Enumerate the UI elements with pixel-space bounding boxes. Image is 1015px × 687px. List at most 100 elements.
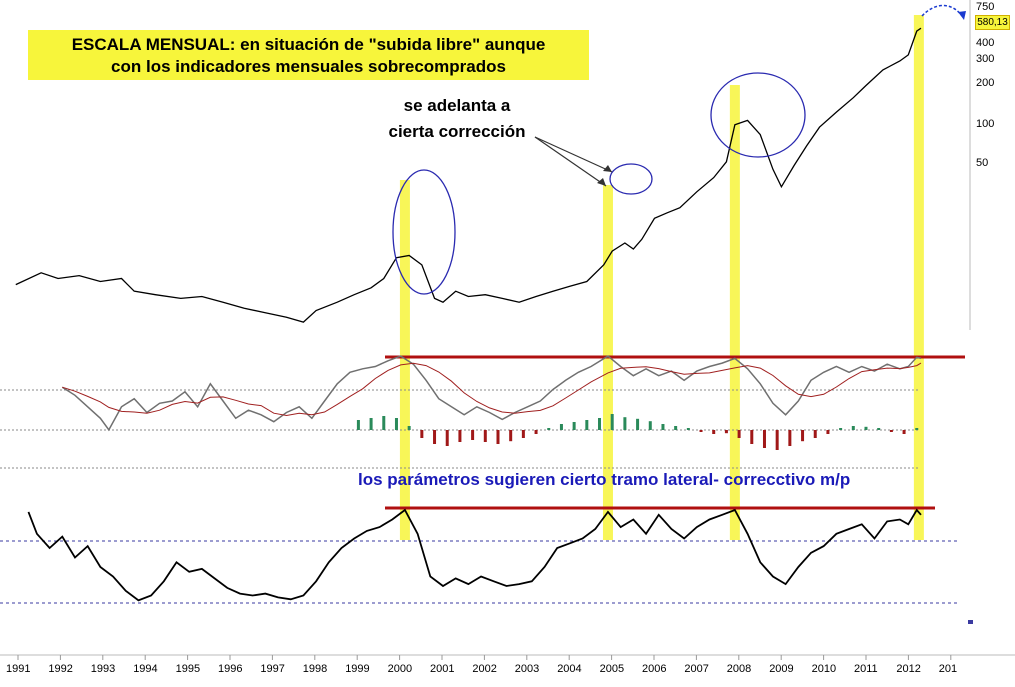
histogram-bar [585, 420, 589, 430]
histogram-bar [496, 430, 500, 444]
highlight-ellipse [609, 163, 653, 195]
signal-line [62, 362, 922, 417]
y-tick-label: 300 [976, 53, 994, 65]
x-tick-label: 1991 [6, 663, 30, 675]
x-tick-label: 1997 [260, 663, 284, 675]
x-tick-label: 2003 [515, 663, 539, 675]
lower-indicator-line [27, 508, 922, 602]
x-tick-label: 2000 [388, 663, 412, 675]
projection-arrowhead [958, 11, 966, 20]
histogram-bar [813, 430, 817, 438]
title-box: ESCALA MENSUAL: en situación de "subida … [28, 30, 589, 80]
histogram-bar [598, 418, 602, 430]
histogram-bar [382, 416, 386, 430]
title-line-1: ESCALA MENSUAL: en situación de "subida … [71, 35, 546, 54]
x-tick-label: 2006 [642, 663, 666, 675]
y-tick-label: 50 [976, 157, 988, 169]
histogram-bar [623, 417, 627, 430]
histogram-bar [712, 430, 716, 434]
histogram-bar [521, 430, 525, 438]
x-tick-label: 2010 [812, 663, 836, 675]
histogram-bar [433, 430, 437, 444]
histogram-bar [674, 426, 678, 430]
indicator-note: los parámetros sugieren cierto tramo lat… [358, 470, 851, 489]
histogram-bar [915, 428, 919, 430]
histogram-bar [724, 430, 728, 434]
x-tick-label: 2004 [557, 663, 581, 675]
x-tick-label: 1993 [91, 663, 115, 675]
highlight-bar [602, 185, 613, 540]
y-tick-label: 200 [976, 77, 994, 89]
histogram-bar [877, 428, 881, 430]
histogram-bar [826, 430, 830, 434]
x-tick-label: 2007 [684, 663, 708, 675]
highlight-bar [729, 85, 740, 540]
histogram-bar [471, 430, 475, 440]
last-price-badge: 580,13 [975, 15, 1010, 30]
price-series-line [15, 27, 922, 323]
histogram-bar [648, 421, 652, 430]
histogram-bar [699, 430, 703, 432]
histogram-bar [369, 418, 373, 430]
highlight-ellipse [710, 72, 806, 158]
x-tick-label: 2001 [430, 663, 454, 675]
histogram-bar [864, 426, 868, 430]
histogram-bar [547, 428, 551, 430]
histogram-bar [534, 430, 538, 434]
histogram-bar [636, 418, 640, 430]
histogram-bar [356, 420, 360, 430]
x-tick-label: 2002 [472, 663, 496, 675]
histogram-bar [483, 430, 487, 442]
histogram-bar [407, 426, 411, 430]
callout-arrow [534, 136, 607, 187]
histogram-bar [775, 430, 779, 450]
projection-arrow [921, 4, 963, 17]
histogram-bar [737, 430, 741, 438]
histogram-bar [851, 426, 855, 430]
histogram-bar [445, 430, 449, 446]
x-tick-label: 2012 [896, 663, 920, 675]
x-tick-label: 2011 [854, 663, 878, 675]
histogram-bar [686, 428, 690, 430]
oscillator-line [61, 355, 922, 432]
callout-arrow [534, 136, 613, 173]
x-tick-label: 1992 [48, 663, 72, 675]
histogram-bar [420, 430, 424, 438]
histogram-bar [394, 418, 398, 430]
x-tick-label: 1995 [176, 663, 200, 675]
histogram-bar [839, 428, 843, 430]
x-tick-label: 1994 [133, 663, 157, 675]
histogram-bar [509, 430, 513, 442]
title-line-2: con los indicadores mensuales sobrecompr… [111, 57, 506, 76]
x-tick-label: 2008 [727, 663, 751, 675]
axis-marker [968, 620, 973, 624]
histogram-bar [661, 424, 665, 430]
y-tick-label: 400 [976, 37, 994, 49]
histogram-bar [902, 430, 906, 434]
histogram-bar [788, 430, 792, 446]
callout-line-1: se adelanta a [403, 96, 511, 115]
histogram-bar [762, 430, 766, 448]
y-tick-label: 100 [976, 118, 994, 130]
x-tick-label: 201 [939, 663, 957, 675]
y-tick-label: 750 [976, 1, 994, 13]
x-tick-label: 2009 [769, 663, 793, 675]
callout-arrowhead [603, 165, 612, 172]
highlight-bar [399, 180, 410, 540]
highlight-ellipse [392, 169, 456, 295]
x-tick-label: 1998 [303, 663, 327, 675]
histogram-bar [572, 422, 576, 430]
histogram-bar [559, 424, 563, 430]
x-tick-label: 1996 [218, 663, 242, 675]
histogram-bar [889, 430, 893, 432]
histogram-bar [458, 430, 462, 442]
histogram-bar [801, 430, 805, 442]
callout-arrowhead [597, 178, 606, 186]
x-tick-label: 2005 [600, 663, 624, 675]
histogram-bar [610, 414, 614, 430]
histogram-bar [750, 430, 754, 444]
callout-text: se adelanta a cierta corrección [372, 93, 542, 145]
callout-line-2: cierta corrección [388, 122, 526, 141]
